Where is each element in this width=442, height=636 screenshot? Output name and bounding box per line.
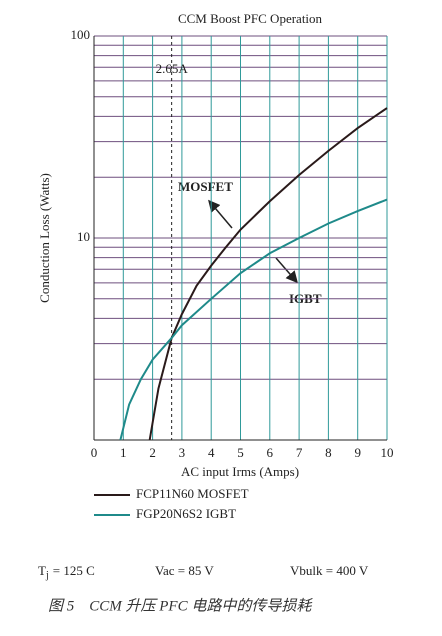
x-axis-label: AC input Irms (Amps)	[181, 464, 299, 479]
x-tick-label: 8	[325, 445, 332, 460]
x-tick-label: 1	[120, 445, 127, 460]
reference-label: 2.65A	[156, 61, 189, 76]
condition: Tj = 125 C	[38, 563, 95, 581]
series-line	[119, 198, 388, 441]
x-tick-label: 6	[267, 445, 274, 460]
x-tick-label: 10	[381, 445, 394, 460]
annotation: MOSFET	[178, 179, 233, 194]
series-line	[148, 107, 388, 441]
legend-label: FCP11N60 MOSFET	[136, 486, 249, 501]
x-tick-label: 2	[149, 445, 156, 460]
x-tick-label: 3	[179, 445, 186, 460]
chart-title: CCM Boost PFC Operation	[178, 11, 323, 26]
x-tick-label: 4	[208, 445, 215, 460]
x-tick-label: 5	[237, 445, 244, 460]
x-tick-label: 0	[91, 445, 98, 460]
x-tick-label: 9	[354, 445, 361, 460]
legend-label: FGP20N6S2 IGBT	[136, 506, 236, 521]
y-tick-label: 100	[71, 27, 91, 42]
annotation-arrow	[208, 199, 233, 229]
y-tick-label: 10	[77, 229, 90, 244]
condition: Vac = 85 V	[155, 563, 214, 578]
x-tick-label: 7	[296, 445, 303, 460]
condition: Vbulk = 400 V	[290, 563, 369, 578]
y-axis-label: Conduction Loss (Watts)	[37, 173, 52, 303]
caption: 图 5 CCM 升压 PFC 电路中的传导损耗	[48, 597, 313, 614]
